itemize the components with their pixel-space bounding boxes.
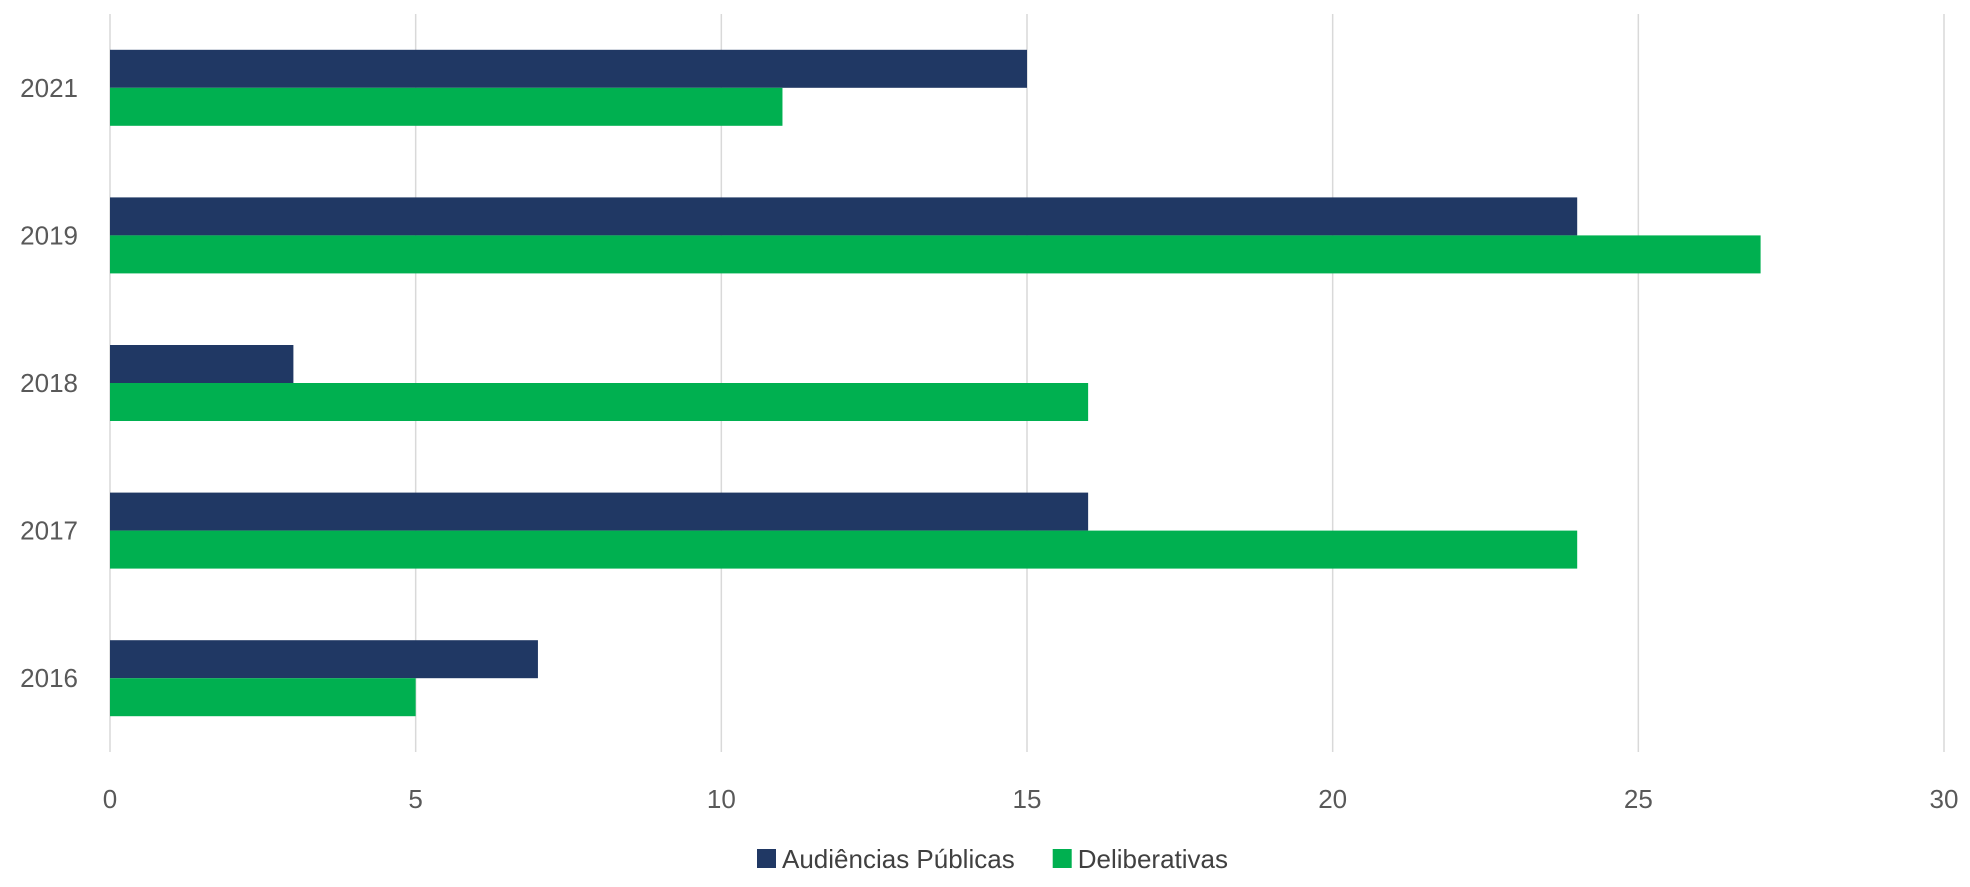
bar-deliberativas-2018 xyxy=(110,383,1089,421)
bar-audi-ncias-p-blicas-2016 xyxy=(110,640,538,679)
bar-audi-ncias-p-blicas-2021 xyxy=(110,49,1027,88)
x-tick-label: 15 xyxy=(1013,784,1042,814)
x-tick-label: 25 xyxy=(1624,784,1653,814)
legend-swatch xyxy=(757,849,776,868)
x-axis-tick-labels: 0 5 10 15 20 25 30 xyxy=(103,784,1959,814)
category-label: 2018 xyxy=(20,368,78,398)
bar-audi-ncias-p-blicas-2017 xyxy=(110,492,1089,531)
bar-deliberativas-2019 xyxy=(110,235,1761,274)
bar-audi-ncias-p-blicas-2018 xyxy=(110,345,294,383)
x-tick-label: 20 xyxy=(1318,784,1347,814)
bar-deliberativas-2021 xyxy=(110,87,783,126)
category-labels: 2021 2019 2018 2017 2016 xyxy=(20,73,78,693)
bars xyxy=(110,49,1761,717)
bar-audi-ncias-p-blicas-2019 xyxy=(110,197,1578,236)
bar-deliberativas-2016 xyxy=(110,678,416,717)
legend-label: Deliberativas xyxy=(1078,844,1228,874)
category-label: 2019 xyxy=(20,220,78,250)
category-label: 2017 xyxy=(20,516,78,546)
x-tick-label: 5 xyxy=(408,784,422,814)
category-label: 2016 xyxy=(20,663,78,693)
legend: Audiências Públicas Deliberativas xyxy=(757,844,1228,874)
x-tick-label: 10 xyxy=(707,784,736,814)
x-tick-label: 30 xyxy=(1930,784,1959,814)
legend-label: Audiências Públicas xyxy=(782,844,1015,874)
x-tick-label: 0 xyxy=(103,784,117,814)
legend-swatch xyxy=(1052,849,1072,868)
bar-deliberativas-2017 xyxy=(110,530,1578,569)
category-label: 2021 xyxy=(20,73,78,103)
